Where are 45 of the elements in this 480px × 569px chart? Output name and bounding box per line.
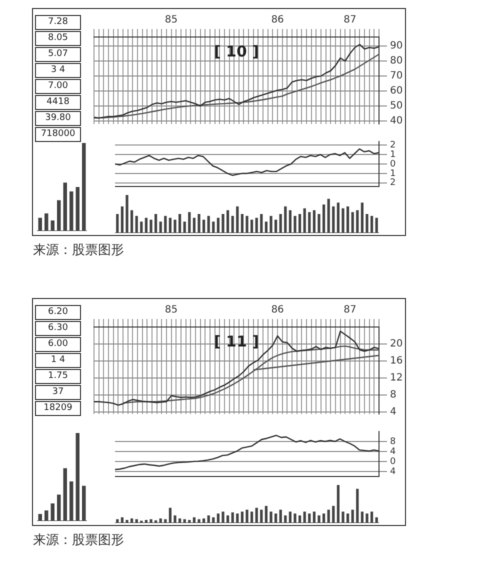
y-tick-label: 50 — [390, 100, 403, 112]
y-tick-label: 20 — [390, 338, 403, 350]
x-tick-label: 85 — [164, 304, 178, 316]
y-tick-label: 12 — [390, 372, 403, 384]
text: 3 4 — [35, 63, 81, 78]
source-note: 来源：股票图形 — [33, 532, 124, 549]
text: 4418 — [35, 95, 81, 110]
y-tick-label: 8 — [390, 389, 396, 400]
text: 1 4 — [35, 353, 81, 368]
y-tick-label: 80 — [390, 56, 403, 67]
y-tick-label: 8 — [390, 436, 396, 447]
y-tick-label: 1 — [390, 150, 396, 160]
chart-title: [ 11 ] — [214, 332, 260, 350]
x-tick-label: 85 — [164, 14, 178, 26]
x-tick-label: 87 — [344, 14, 356, 26]
text: 37 — [35, 385, 81, 400]
y-tick-label: 16 — [390, 356, 403, 367]
y-tick-label: 2 — [390, 178, 396, 188]
text: 39.80 — [35, 111, 81, 126]
text: 1.75 — [35, 369, 81, 384]
y-tick-label: 70 — [390, 70, 403, 82]
y-tick-label: 4 — [390, 446, 396, 457]
y-tick-label: 60 — [390, 86, 403, 97]
x-tick-label: 87 — [344, 304, 356, 316]
y-tick-label: 0 — [390, 456, 396, 467]
text: 5.07 — [35, 47, 81, 62]
text: 6.20 — [35, 305, 81, 320]
text: 8.05 — [35, 31, 81, 46]
text: 718000 — [35, 127, 81, 142]
y-tick-label: 4 — [390, 466, 396, 477]
y-tick-label: 40 — [390, 116, 403, 127]
y-tick-label: 90 — [390, 40, 403, 52]
y-tick-label: 1 — [390, 168, 396, 179]
y-tick-label: 4 — [390, 406, 396, 418]
x-tick-label: 86 — [271, 304, 284, 316]
chart-title: [ 10 ] — [214, 42, 260, 60]
y-tick-label: 2 — [390, 140, 396, 151]
x-tick-label: 86 — [271, 14, 284, 26]
text: 7.00 — [35, 79, 81, 94]
text: 18209 — [35, 401, 81, 416]
text: 7.28 — [35, 15, 81, 30]
text: 6.30 — [35, 321, 81, 336]
y-tick-label: 0 — [390, 159, 396, 170]
text: 6.00 — [35, 337, 81, 352]
source-note: 来源：股票图形 — [33, 242, 124, 259]
